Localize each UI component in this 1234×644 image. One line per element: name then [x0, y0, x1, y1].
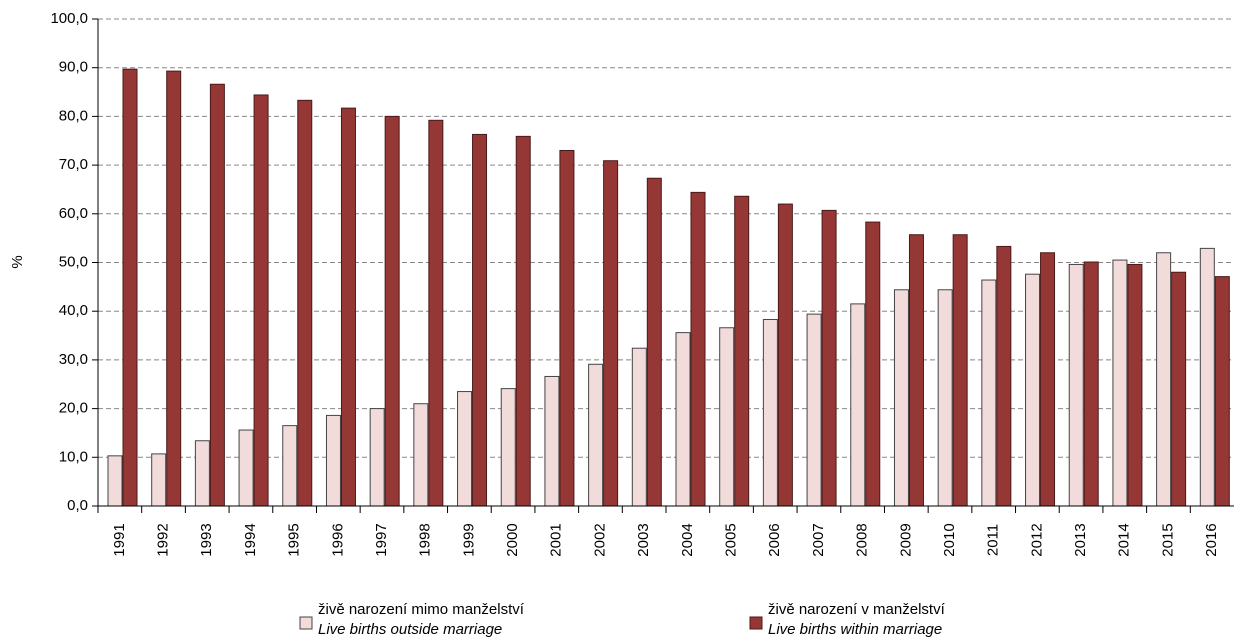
y-tick-label: 60,0	[59, 205, 88, 222]
x-tick-label: 1994	[242, 523, 259, 556]
x-tick-label: 2002	[591, 523, 608, 556]
y-tick-label: 80,0	[59, 107, 88, 124]
bar	[107, 455, 123, 507]
x-tick-label: 2003	[635, 523, 652, 556]
bar	[369, 408, 385, 507]
y-tick-label: 10,0	[59, 448, 88, 465]
bar	[413, 403, 429, 507]
x-tick-label: 2000	[504, 523, 521, 556]
bar	[1214, 276, 1230, 507]
bar	[472, 133, 488, 507]
bar	[151, 453, 167, 507]
bar	[500, 388, 516, 507]
x-tick-label: 2006	[766, 523, 783, 556]
bar	[340, 107, 356, 507]
x-tick-label: 1992	[155, 523, 172, 556]
x-tick-label: 2010	[941, 523, 958, 556]
x-tick-label: 2011	[985, 524, 1002, 556]
bar	[428, 119, 444, 507]
bar	[166, 70, 182, 507]
bar	[1199, 247, 1215, 507]
bar	[646, 177, 662, 507]
bar	[1127, 263, 1143, 507]
legend-swatch	[299, 616, 313, 630]
legend-swatch	[749, 616, 763, 630]
bar	[937, 289, 953, 507]
legend-label: živě narození mimo manželství	[318, 601, 525, 618]
bar	[821, 209, 837, 507]
bar	[1068, 263, 1084, 507]
bar	[762, 318, 778, 507]
bar	[384, 115, 400, 507]
bar	[253, 94, 269, 507]
bar	[981, 279, 997, 507]
bar	[238, 429, 254, 507]
bar	[603, 160, 619, 507]
bar	[194, 440, 210, 507]
x-tick-label: 1996	[329, 523, 346, 556]
y-tick-label: 30,0	[59, 351, 88, 368]
x-tick-label: 1991	[111, 523, 128, 556]
bar	[325, 414, 341, 507]
x-tick-label: 2005	[723, 523, 740, 556]
bar	[865, 221, 881, 507]
x-tick-label: 1997	[373, 523, 390, 556]
bar	[559, 149, 575, 507]
bar	[122, 68, 138, 507]
bar	[893, 289, 909, 507]
bar	[544, 375, 560, 507]
legend-label-en: Live births outside marriage	[318, 621, 502, 638]
x-tick-label: 2014	[1116, 523, 1133, 556]
x-tick-label: 1998	[417, 523, 434, 556]
x-tick-label: 2008	[854, 523, 871, 556]
legend-label-en: Live births within marriage	[768, 621, 942, 638]
bar	[1040, 252, 1056, 507]
y-tick-label: 70,0	[59, 156, 88, 173]
x-tick-label: 2004	[679, 523, 696, 556]
bar	[1025, 273, 1041, 507]
bar	[675, 332, 691, 507]
x-tick-label: 2015	[1159, 523, 1176, 556]
bar	[996, 245, 1012, 507]
y-tick-label: 0,0	[67, 497, 88, 514]
bar	[1156, 252, 1172, 507]
bar	[457, 391, 473, 507]
y-tick-label: 20,0	[59, 400, 88, 417]
bar	[777, 203, 793, 507]
y-tick-label: 90,0	[59, 59, 88, 76]
bar	[588, 363, 604, 507]
bar	[282, 425, 298, 507]
x-tick-label: 2012	[1028, 523, 1045, 556]
y-tick-label: 100,0	[50, 10, 88, 27]
x-tick-label: 2016	[1203, 523, 1220, 556]
x-tick-label: 1999	[460, 523, 477, 556]
bar	[1112, 259, 1128, 507]
bar	[734, 195, 750, 507]
bar	[850, 303, 866, 507]
bar	[631, 347, 647, 507]
x-tick-label: 2013	[1072, 523, 1089, 556]
bar	[952, 234, 968, 507]
bar	[690, 191, 706, 507]
legend-label: živě narození v manželství	[768, 601, 946, 618]
bar	[1171, 271, 1187, 507]
x-tick-label: 1993	[198, 523, 215, 556]
bar	[806, 313, 822, 507]
x-tick-label: 2007	[810, 523, 827, 556]
y-tick-label: 50,0	[59, 253, 88, 270]
y-tick-label: 40,0	[59, 302, 88, 319]
bar	[515, 135, 531, 507]
bar	[209, 83, 225, 507]
x-tick-label: 2001	[548, 523, 565, 556]
x-tick-label: 2009	[897, 523, 914, 556]
bar	[1083, 261, 1099, 507]
bar	[908, 234, 924, 507]
bar	[297, 99, 313, 507]
x-tick-label: 1995	[286, 523, 303, 556]
y-axis-label: %	[9, 255, 26, 268]
bar	[719, 327, 735, 507]
